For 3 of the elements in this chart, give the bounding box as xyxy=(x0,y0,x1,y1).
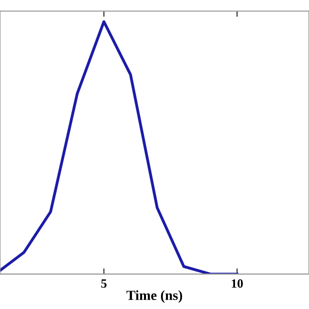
x-axis-title: Time (ns) xyxy=(126,290,182,303)
x-tick-label: 10 xyxy=(232,279,243,288)
x-tick-label: 5 xyxy=(101,279,107,288)
